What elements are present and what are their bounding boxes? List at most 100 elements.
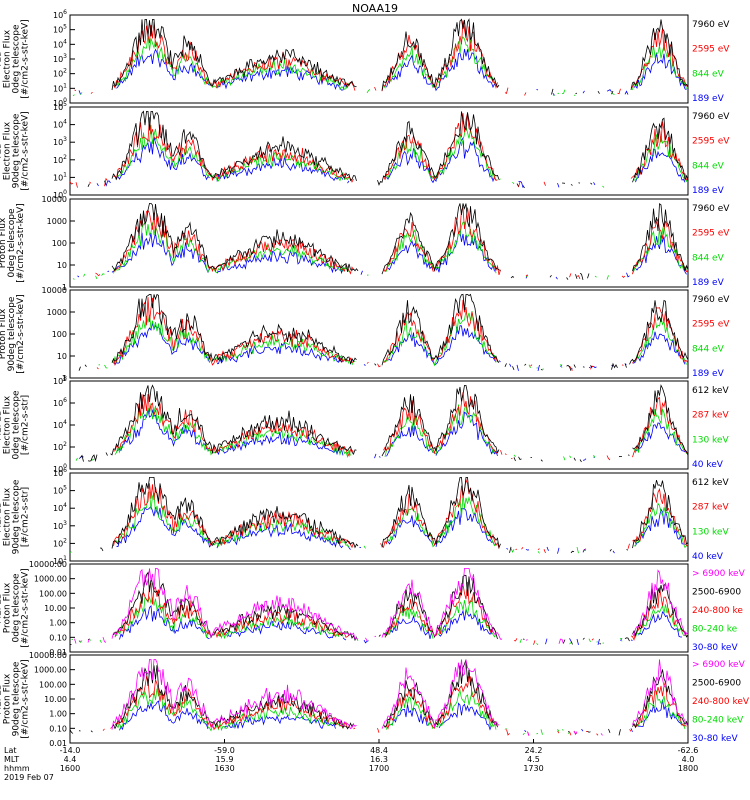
legend-label: 287 keV bbox=[692, 503, 729, 513]
y-tick-label: 103 bbox=[53, 136, 67, 147]
series-trace-green bbox=[72, 34, 687, 97]
y-tick-label: 10000.00 bbox=[29, 560, 67, 569]
series-trace-black bbox=[111, 18, 689, 95]
y-tick-label: 106 bbox=[53, 467, 67, 478]
y-tick-label: 10.00 bbox=[44, 604, 67, 613]
legend-label: 2500-6900 bbox=[692, 588, 741, 598]
legend-label: 40 keV bbox=[692, 552, 724, 562]
legend-label: 7960 eV bbox=[692, 112, 730, 122]
x-tick-label-lat: 24.2 bbox=[525, 746, 543, 755]
y-tick-label: 105 bbox=[53, 101, 67, 112]
x-row-label: MLT bbox=[4, 755, 19, 764]
y-tick-label: 100 bbox=[53, 463, 67, 474]
y-tick-label: 0.01 bbox=[49, 648, 67, 657]
series-trace-blue bbox=[113, 322, 686, 371]
legend-label: > 6900 keV bbox=[692, 569, 746, 579]
y-tick-label: 10000 bbox=[42, 286, 67, 295]
panel-7: 0.010.101.0010.00100.001000.0010000.00ME… bbox=[0, 560, 746, 657]
series-trace-green bbox=[114, 688, 686, 736]
series-trace-green bbox=[71, 595, 686, 646]
series-trace-black bbox=[80, 384, 689, 463]
legend-label: 189 eV bbox=[692, 94, 725, 104]
y-tick-label: 1 bbox=[62, 374, 67, 383]
x-tick-label-mlt: 15.9 bbox=[216, 755, 234, 764]
y-tick-label: 105 bbox=[53, 485, 67, 496]
legend-label: 240-800 ke bbox=[692, 606, 743, 616]
series-trace-blue bbox=[78, 408, 686, 461]
series-trace-green bbox=[72, 221, 687, 280]
series-trace-red bbox=[74, 20, 689, 96]
legend-label: 287 keV bbox=[692, 411, 729, 421]
y-axis-label: TEDElectron Flux0deg telescope[#/cm2-s-s… bbox=[0, 19, 31, 98]
y-tick-label: 1 bbox=[62, 283, 67, 292]
y-tick-label: 10.00 bbox=[44, 695, 67, 704]
x-tick-label-hhmm: 1730 bbox=[523, 764, 543, 773]
y-axis-label: MEPEDElectron Flux90deg telescope[#/cm2-… bbox=[0, 479, 31, 554]
y-tick-label: 101 bbox=[53, 555, 67, 566]
series-trace-red bbox=[95, 206, 689, 280]
legend-label: 30-80 keV bbox=[692, 643, 738, 653]
legend-label: 612 keV bbox=[692, 478, 729, 488]
x-tick-label-mlt: 4.4 bbox=[64, 755, 77, 764]
y-axis-label: TEDElectron Flux90deg telescope[#/cm2-s-… bbox=[0, 111, 31, 190]
y-tick-label: 0.10 bbox=[49, 724, 67, 733]
legend-label: 844 eV bbox=[692, 253, 725, 263]
legend-label: 612 keV bbox=[692, 386, 729, 396]
legend-label: 80-240 ke bbox=[692, 625, 738, 635]
panel-2: 100 101 102 103 104 105 TEDElectron Flux90deg … bbox=[0, 101, 730, 200]
panel-4: 1 10 100 1000 10000 Proton Flux90deg telescop… bbox=[0, 286, 730, 383]
panel-1: 100 101 102 103 104 105 106 TEDElectron Flux0de… bbox=[0, 9, 730, 108]
legend-label: 80-240 keV bbox=[692, 716, 744, 726]
legend-label: 30-80 keV bbox=[692, 734, 738, 744]
y-tick-label: 103 bbox=[53, 520, 67, 531]
x-tick-label-mlt: 4.5 bbox=[527, 755, 540, 764]
legend-label: 2500-6900 bbox=[692, 679, 741, 689]
y-tick-label: 108 bbox=[53, 375, 67, 386]
series-trace-black bbox=[99, 477, 689, 554]
x-tick-label-mlt: 4.0 bbox=[682, 755, 695, 764]
x-tick-label-hhmm: 1800 bbox=[678, 764, 698, 773]
y-tick-label: 102 bbox=[53, 68, 67, 79]
series-trace-blue bbox=[77, 230, 687, 280]
legend-label: 844 eV bbox=[692, 69, 725, 79]
y-tick-label: 102 bbox=[53, 441, 67, 452]
series-trace-green bbox=[69, 491, 687, 554]
y-tick-label: 100.00 bbox=[39, 589, 67, 598]
panel-5: 100 102 104 106 108 MEPEDElectron Flux0deg te… bbox=[0, 375, 729, 474]
legend-label: 189 eV bbox=[692, 278, 725, 288]
legend-label: 7960 eV bbox=[692, 204, 730, 214]
y-tick-label: 0.01 bbox=[49, 739, 67, 748]
series-trace-black bbox=[87, 110, 689, 189]
series-trace-magenta bbox=[74, 568, 689, 645]
y-tick-label: 10 bbox=[57, 352, 67, 361]
y-tick-label: 104 bbox=[53, 502, 67, 513]
y-tick-label: 100 bbox=[52, 239, 67, 248]
legend-label: 130 keV bbox=[692, 435, 729, 445]
panel-6: 101 102 103 104 105 106 MEPEDElectron Flux90de… bbox=[0, 467, 729, 566]
panel-8: 0.01 0.10 1.00 10.00 100.00 1000.00 10000.00ME… bbox=[0, 651, 750, 748]
x-tick-label-lat: -14.0 bbox=[60, 746, 81, 755]
x-tick-label-mlt: 16.3 bbox=[370, 755, 388, 764]
y-axis-label: Proton Flux90deg telescope[#/cm2-s-str-k… bbox=[0, 294, 26, 373]
y-tick-label: 0.10 bbox=[49, 633, 67, 642]
series-trace-black bbox=[111, 203, 689, 281]
y-tick-label: 100.00 bbox=[39, 680, 67, 689]
y-tick-label: 101 bbox=[53, 82, 67, 93]
x-tick-label-hhmm: 1600 bbox=[60, 764, 80, 773]
y-tick-label: 102 bbox=[53, 154, 67, 165]
y-tick-label: 1000 bbox=[47, 308, 67, 317]
x-row-label: hhmm bbox=[4, 764, 30, 773]
y-axis-label: MEPEDProton Flux0deg telescope[#/cm2-s-s… bbox=[0, 568, 31, 647]
legend-label: 2595 eV bbox=[692, 137, 730, 147]
y-tick-label: 103 bbox=[53, 53, 67, 64]
y-tick-label: 1000 bbox=[47, 217, 67, 226]
y-tick-label: 1.00 bbox=[49, 619, 67, 628]
series-trace-black bbox=[69, 659, 689, 736]
y-axis-label: Proton Flux0deg telescope[#/cm2-s-str-ke… bbox=[0, 203, 26, 282]
series-trace-red bbox=[69, 113, 689, 188]
legend-label: 240-800 keV bbox=[692, 697, 750, 707]
y-tick-label: 1.00 bbox=[49, 710, 67, 719]
series-trace-blue bbox=[116, 505, 686, 554]
legend-label: 189 eV bbox=[692, 186, 725, 196]
